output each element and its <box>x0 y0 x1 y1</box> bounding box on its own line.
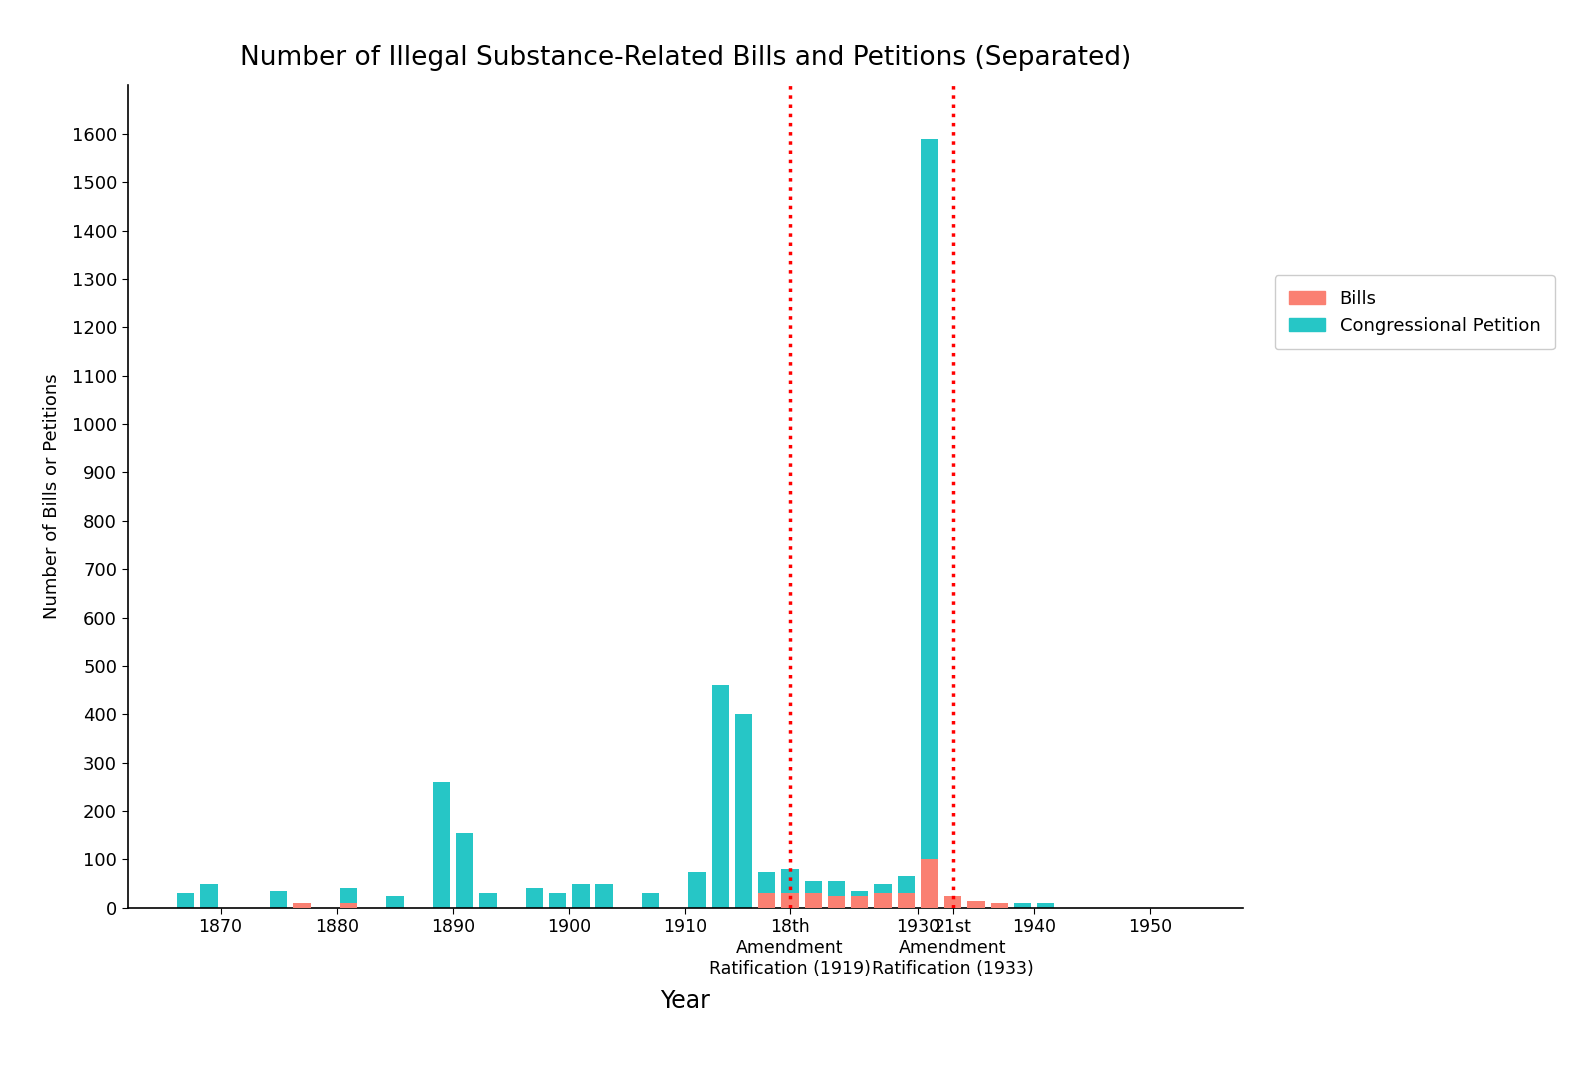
Bar <box>293 902 311 908</box>
Y-axis label: Number of Bills or Petitions: Number of Bills or Petitions <box>43 374 61 619</box>
Bar <box>874 883 891 908</box>
Title: Number of Illegal Substance-Related Bills and Petitions (Separated): Number of Illegal Substance-Related Bill… <box>239 45 1132 70</box>
Bar <box>340 902 357 908</box>
Bar <box>874 893 891 908</box>
Bar <box>921 860 939 908</box>
Legend: Bills, Congressional Petition: Bills, Congressional Petition <box>1275 276 1554 349</box>
Bar <box>177 893 194 908</box>
Bar <box>897 877 915 908</box>
Bar <box>944 896 961 908</box>
X-axis label: Year: Year <box>660 989 711 1012</box>
Bar <box>386 896 403 908</box>
Bar <box>595 883 612 908</box>
Bar <box>1038 902 1055 908</box>
Bar <box>456 833 473 908</box>
Bar <box>781 869 799 908</box>
Bar <box>921 139 939 908</box>
Bar <box>689 871 706 908</box>
Bar <box>711 686 728 908</box>
Bar <box>827 881 845 908</box>
Bar <box>759 893 776 908</box>
Bar <box>781 893 799 908</box>
Bar <box>827 896 845 908</box>
Bar <box>480 893 497 908</box>
Bar <box>201 883 218 908</box>
Bar <box>805 893 823 908</box>
Bar <box>572 883 590 908</box>
Bar <box>990 902 1007 908</box>
Bar <box>526 889 544 908</box>
Bar <box>269 891 287 908</box>
Bar <box>944 898 961 908</box>
Bar <box>897 893 915 908</box>
Bar <box>968 900 985 908</box>
Bar <box>990 902 1007 908</box>
Bar <box>851 896 869 908</box>
Bar <box>735 714 752 908</box>
Bar <box>340 889 357 908</box>
Bar <box>1014 902 1031 908</box>
Bar <box>968 902 985 908</box>
Bar <box>548 893 566 908</box>
Bar <box>805 881 823 908</box>
Bar <box>642 893 660 908</box>
Bar <box>851 891 869 908</box>
Bar <box>759 871 776 908</box>
Bar <box>432 782 450 908</box>
